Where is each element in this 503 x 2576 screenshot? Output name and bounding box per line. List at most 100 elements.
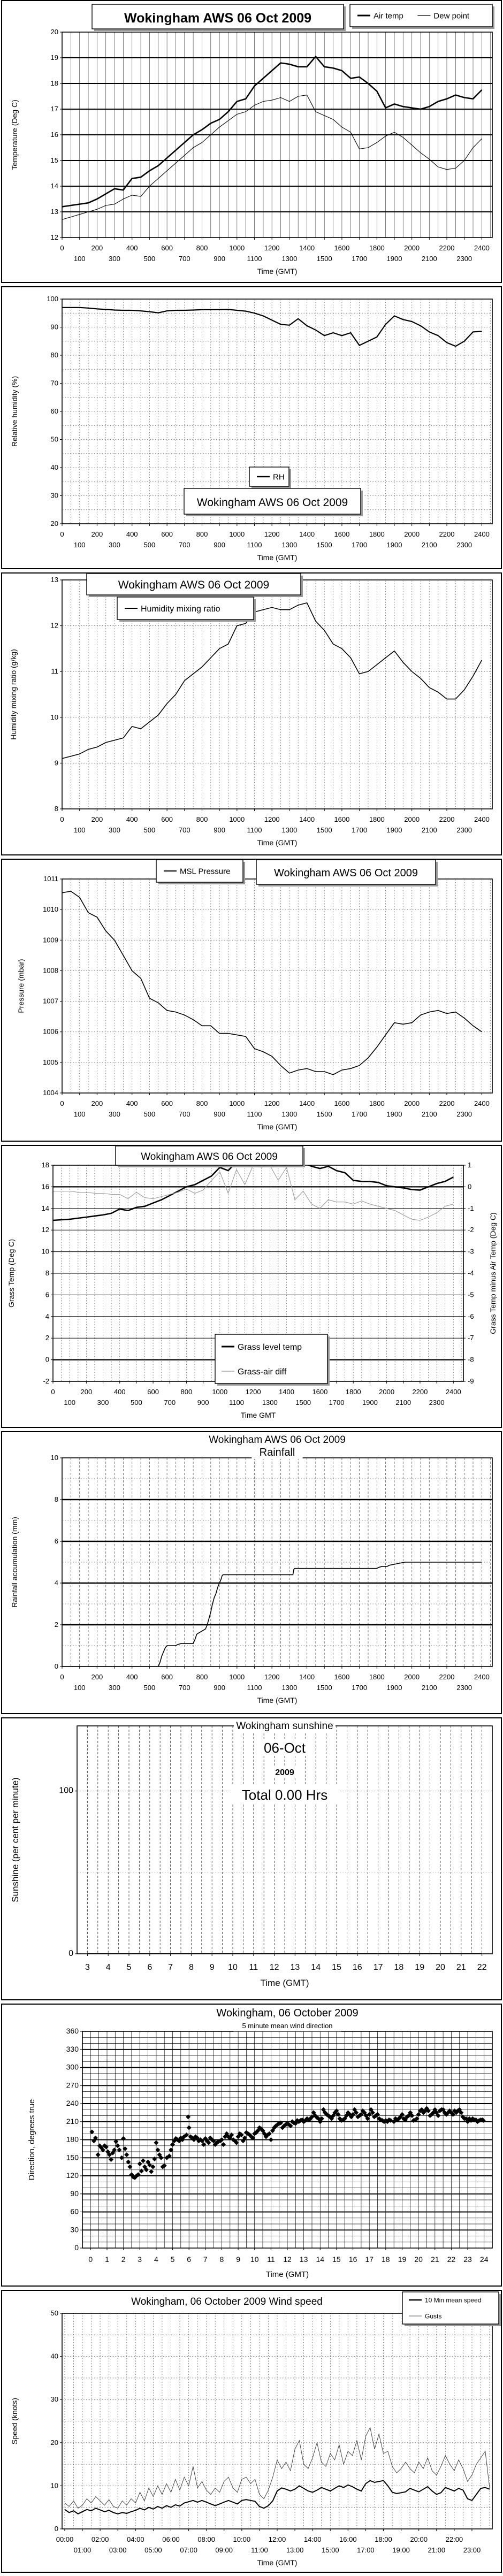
- x-tick-label: 21:00: [428, 2546, 446, 2554]
- x-tick-label: 12: [270, 1963, 279, 1972]
- y-tick-label: 6: [45, 1290, 49, 1298]
- y-tick-label: 1004: [43, 1089, 58, 1097]
- x-tick-label: 1500: [295, 1398, 311, 1407]
- chart-title: 2009: [275, 1768, 294, 1777]
- line-series: [64, 2480, 490, 2514]
- x-tick-label: 13:00: [286, 2546, 304, 2554]
- x-tick-label: 2300: [429, 1398, 445, 1407]
- x-tick-label: 900: [214, 826, 225, 834]
- y-tick-label: 300: [66, 2063, 79, 2071]
- x-tick-label: 3: [85, 1963, 90, 1972]
- grid: [82, 2031, 492, 2248]
- scatter-point: [150, 2164, 156, 2169]
- x-tick-label: 800: [196, 244, 208, 252]
- x-tick-label: 06:00: [162, 2535, 180, 2543]
- chart-title: Wokingham, 06 October 2009: [216, 2007, 358, 2019]
- y2-tick-label: -1: [468, 1204, 474, 1212]
- y-tick-label: 1011: [43, 875, 58, 883]
- y-tick-label: 210: [66, 2117, 79, 2126]
- scatter-point: [117, 2147, 122, 2153]
- scatter-point: [304, 2116, 310, 2121]
- y-tick-label: 0: [55, 2525, 58, 2533]
- x-tick-label: 2300: [456, 255, 472, 263]
- y-tick-label: 60: [51, 407, 58, 415]
- x-tick-label: 600: [161, 1673, 173, 1681]
- x-tick-label: 1600: [334, 815, 349, 823]
- x-tick-label: 5: [171, 2255, 175, 2264]
- x-tick-label: 19: [415, 1963, 424, 1972]
- x-tick-label: 700: [179, 255, 190, 263]
- y-tick-label: 90: [70, 2189, 79, 2198]
- x-tick-label: 22: [477, 1963, 487, 1972]
- scatter-point: [93, 2135, 98, 2141]
- y-axis-title: Direction, degrees true: [27, 2099, 36, 2181]
- legend-label: MSL Pressure: [180, 867, 230, 876]
- x-tick-label: 05:00: [144, 2546, 162, 2554]
- scatter-point: [359, 2112, 364, 2117]
- x-tick-label: 1400: [299, 815, 315, 823]
- y-tick-label: 19: [51, 53, 58, 62]
- scatter-point: [382, 2119, 387, 2124]
- scatter-point: [211, 2138, 216, 2144]
- scatter-point: [440, 2107, 446, 2112]
- x-tick-label: 13: [300, 2255, 308, 2264]
- x-tick-label: 1400: [299, 530, 315, 538]
- scatter-point: [324, 2112, 329, 2117]
- x-tick-label: 400: [126, 244, 138, 252]
- x-tick-label: 100: [74, 541, 86, 549]
- series: [64, 2427, 490, 2514]
- x-tick-label: 2200: [439, 530, 455, 538]
- legend-label: Gusts: [425, 2312, 441, 2320]
- scatter-point: [208, 2135, 213, 2141]
- scatter-point: [246, 2131, 250, 2136]
- y-tick-label: 180: [66, 2135, 79, 2144]
- y-tick-label: 330: [66, 2045, 79, 2053]
- legend: Grass level temp Grass-air diff: [215, 1334, 330, 1386]
- chart-title: Wokingham AWS 06 Oct 2009: [209, 1434, 346, 1446]
- x-tick-label: 1400: [279, 1388, 294, 1396]
- y-tick-label: 360: [66, 2027, 79, 2035]
- x-tick-label: 1800: [369, 1673, 385, 1681]
- axis-labels: 00:00 02:00 04:00 06:00 08:00 10:00 12:00 14:00…: [10, 2309, 481, 2567]
- scatter-point: [354, 2110, 359, 2115]
- scatter-point: [181, 2134, 187, 2139]
- x-tick-label: 1000: [229, 244, 245, 252]
- x-tick-label: 14: [316, 2255, 325, 2264]
- x-tick-label: 1500: [317, 1110, 332, 1118]
- grid: [62, 32, 492, 238]
- scatter-point: [137, 2161, 142, 2166]
- y-tick-label: 14: [51, 182, 58, 190]
- scatter-point: [365, 2116, 370, 2121]
- x-tick-label: 900: [214, 255, 225, 263]
- x-tick-label: 14: [311, 1963, 321, 1972]
- scatter-point: [393, 2116, 398, 2121]
- series: [62, 55, 483, 220]
- x-tick-label: 300: [109, 255, 120, 263]
- y-tick-label: 18: [51, 79, 58, 87]
- x-tick-label: 200: [92, 1673, 103, 1681]
- x-tick-label: 1700: [352, 255, 367, 263]
- y-tick-label: 18: [42, 1161, 49, 1169]
- axis-labels: 0 200 400 600 800 1000 1200 1400 1600 1800 2000 220…: [10, 1454, 490, 1704]
- y2-tick-label: 0: [468, 1182, 471, 1190]
- legend: Humidity mixing ratio: [117, 597, 256, 622]
- y-tick-label: 40: [51, 2352, 58, 2360]
- x-tick-label: 10: [250, 2255, 259, 2264]
- x-tick-label: 100: [74, 826, 86, 834]
- x-tick-label: 23:00: [463, 2546, 481, 2554]
- scatter-point: [129, 2172, 134, 2177]
- x-tick-label: 2400: [474, 530, 490, 538]
- scatter-point: [316, 2116, 321, 2121]
- x-tick-label: 500: [144, 255, 156, 263]
- x-tick-label: 16:00: [339, 2535, 357, 2543]
- scatter-point: [370, 2110, 375, 2115]
- y-axis-title: Grass Temp (Deg C): [7, 1239, 16, 1308]
- scatter-point: [142, 2164, 147, 2169]
- x-tick-label: 500: [144, 826, 156, 834]
- y-tick-label: 2: [55, 1620, 58, 1629]
- scatter-point: [113, 2139, 119, 2144]
- scatter-point: [147, 2162, 153, 2168]
- y-tick-label: 150: [66, 2153, 79, 2161]
- x-tick-label: 0: [51, 1388, 55, 1396]
- chart-relative-humidity: 0 200 400 600 800 1000 1200 1400 1600 1800 2000 220…: [10, 295, 493, 562]
